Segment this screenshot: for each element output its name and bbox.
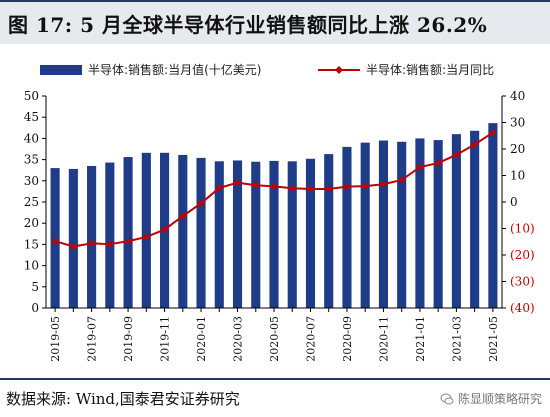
- y-right-tick-label: 0: [510, 195, 518, 209]
- y-right-tick-label: (30): [510, 275, 535, 289]
- bar: [451, 134, 461, 308]
- line-point: [489, 129, 497, 137]
- line-point: [106, 240, 114, 248]
- bar: [214, 161, 224, 308]
- line-point: [361, 182, 369, 190]
- line-point: [416, 163, 424, 171]
- y-left-tick-label: 5: [31, 280, 39, 294]
- line-point: [325, 185, 333, 193]
- source-note: 数据来源: Wind,国泰君安证券研究: [6, 390, 240, 408]
- line-point: [179, 212, 187, 220]
- chart: 半导体:销售额:当月值(十亿美元) 半导体:销售额:当月同比 0 5 10 15 20 25 3…: [24, 62, 535, 362]
- y-left-tick-label: 45: [24, 110, 39, 124]
- bar: [123, 157, 133, 308]
- line-point: [398, 176, 406, 184]
- y-left-tick-label: 35: [24, 153, 39, 167]
- line-point: [379, 180, 387, 188]
- x-tick-label: 2020-05: [268, 316, 281, 362]
- x-tick-label: 2021-03: [450, 316, 463, 362]
- line-point: [161, 226, 169, 234]
- y-right-tick-label: 30: [510, 116, 525, 130]
- y-right-tick-label: 20: [510, 142, 525, 156]
- y-left-tick-label: 15: [24, 237, 39, 251]
- x-tick-label: 2020-09: [341, 316, 354, 362]
- bar: [251, 161, 261, 308]
- line-point: [142, 233, 150, 241]
- x-tick-label: 2021-05: [487, 316, 500, 362]
- footer: 数据来源: Wind,国泰君安证券研究 陈显顺策略研究: [0, 378, 550, 417]
- x-tick-label: 2020-03: [232, 316, 245, 362]
- legend-bar-swatch: [40, 65, 82, 75]
- bar: [196, 157, 206, 308]
- bar: [342, 146, 352, 308]
- line-point: [452, 151, 460, 159]
- line-point: [51, 237, 59, 245]
- watermark-text: 陈显顺策略研究: [457, 392, 542, 406]
- line-point: [215, 184, 223, 192]
- chart-title: 图 17: 5 月全球半导体行业销售额同比上涨 26.2%: [8, 13, 488, 37]
- bar: [324, 154, 334, 308]
- y-left-tick-label: 0: [31, 301, 39, 315]
- y-left-tick-label: 20: [24, 216, 39, 230]
- line-point: [234, 179, 242, 187]
- y-right-tick-label: (20): [510, 248, 535, 262]
- line-point: [343, 183, 351, 191]
- legend-bar-label: 半导体:销售额:当月值(十亿美元): [88, 62, 261, 77]
- y-right-tick-label: (10): [510, 222, 535, 236]
- bar: [433, 140, 443, 308]
- line-point: [288, 184, 296, 192]
- y-left-tick-label: 25: [24, 195, 39, 209]
- line-point: [306, 185, 314, 193]
- title-bar: 图 17: 5 月全球半导体行业销售额同比上涨 26.2%: [0, 0, 550, 44]
- bar: [287, 161, 297, 308]
- y-left-tick-label: 40: [24, 131, 39, 145]
- x-tick-label: 2020-07: [304, 316, 317, 362]
- x-tick-label: 2019-09: [122, 316, 135, 362]
- x-tick-label: 2020-11: [377, 316, 390, 362]
- bar: [305, 158, 316, 308]
- bar: [360, 142, 370, 308]
- bar: [87, 165, 97, 308]
- bar: [178, 154, 188, 308]
- x-tick-label: 2019-05: [49, 316, 62, 362]
- line-point: [69, 243, 77, 251]
- y-left-tick-label: 30: [24, 174, 39, 188]
- bar: [269, 160, 279, 308]
- wechat-icon: [440, 393, 454, 404]
- bar: [141, 152, 151, 308]
- y-left-tick-label: 50: [24, 89, 39, 103]
- line-point: [270, 182, 278, 190]
- bar: [488, 123, 498, 308]
- bar: [470, 130, 480, 308]
- line-point: [124, 237, 132, 245]
- y-right-tick-label: 40: [510, 89, 525, 103]
- bar: [378, 140, 388, 308]
- bar: [415, 138, 425, 308]
- y-right-tick-label: (40): [510, 301, 535, 315]
- legend-line-label: 半导体:销售额:当月同比: [366, 62, 494, 77]
- line-point: [471, 140, 479, 148]
- bar: [232, 160, 243, 308]
- bar: [397, 141, 407, 308]
- y-right-tick-label: 10: [510, 169, 525, 183]
- line-point: [88, 239, 96, 247]
- legend-line-marker: [335, 66, 343, 74]
- bar: [105, 162, 115, 308]
- line-point: [197, 199, 205, 207]
- y-left-tick-label: 10: [24, 259, 39, 273]
- bar: [68, 168, 78, 308]
- line-point: [252, 181, 260, 189]
- x-tick-label: 2019-07: [86, 316, 99, 362]
- watermark: 陈显顺策略研究: [440, 390, 542, 407]
- line-point: [434, 159, 442, 167]
- x-tick-label: 2020-01: [195, 316, 208, 362]
- x-tick-label: 2019-11: [159, 316, 172, 362]
- x-tick-label: 2021-01: [414, 316, 427, 362]
